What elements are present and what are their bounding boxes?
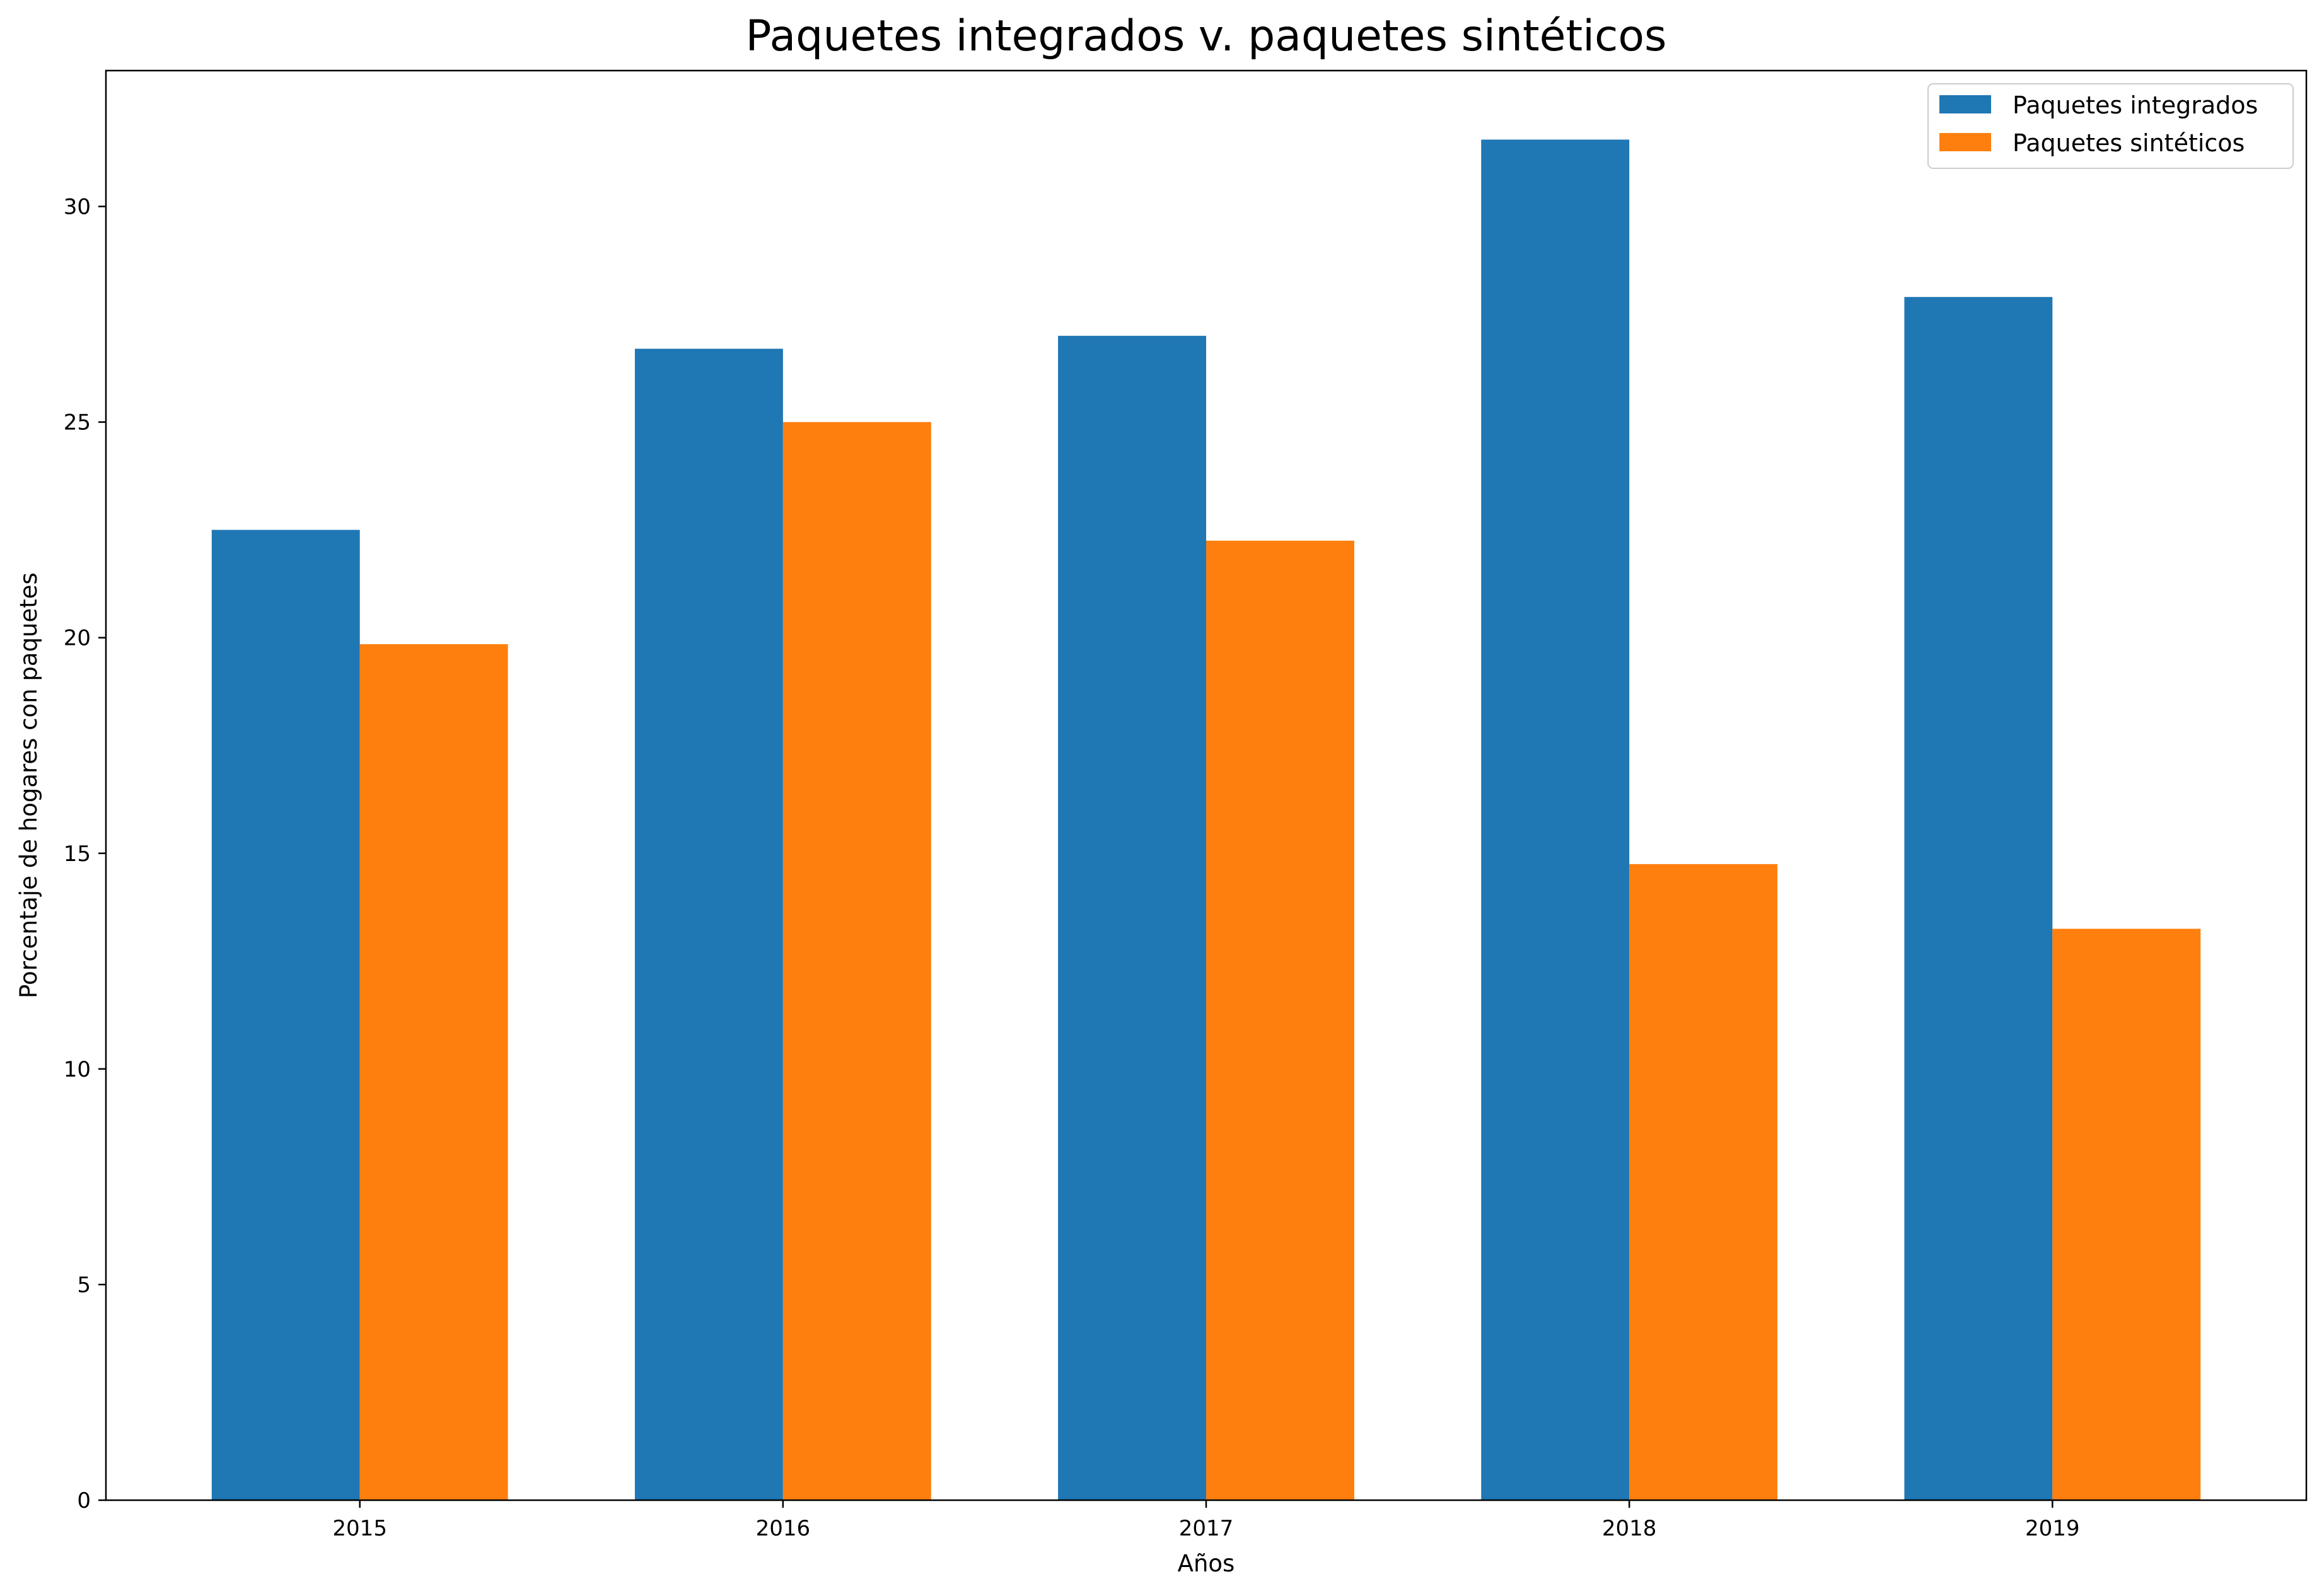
x-tick-label: 2019 [2025,1516,2080,1541]
y-tick-label: 0 [77,1488,91,1513]
bar-integrados-2019 [1904,297,2053,1500]
x-tick-label: 2018 [1602,1516,1657,1541]
bar-sinteticos-2019 [2052,928,2201,1500]
y-tick-label: 10 [64,1057,91,1082]
legend: Paquetes integrados Paquetes sintéticos [1927,83,2294,169]
bar-integrados-2016 [634,349,783,1500]
legend-swatch-sinteticos [1939,133,1991,151]
bar-integrados-2017 [1058,335,1206,1500]
y-axis: 0 5 10 15 20 25 30 [64,195,106,1513]
y-tick-label: 5 [77,1273,91,1298]
bar-integrados-2018 [1481,139,1630,1500]
legend-label-integrados: Paquetes integrados [2013,91,2258,119]
bar-integrados-2015 [211,529,360,1500]
x-axis: 2015 2016 2017 2018 2019 [332,1500,2080,1541]
y-tick-label: 15 [64,841,91,867]
bar-sinteticos-2018 [1629,864,1778,1500]
bar-sinteticos-2015 [359,644,508,1500]
y-tick-label: 25 [64,410,91,436]
y-axis-label: Porcentaje de hogares con paquetes [15,572,42,998]
x-axis-label: Años [1178,1550,1235,1577]
bars-group [211,139,2201,1500]
x-tick-label: 2015 [332,1516,387,1541]
legend-swatch-integrados [1939,95,1991,113]
x-tick-label: 2016 [756,1516,811,1541]
y-tick-label: 20 [64,626,91,651]
legend-label-sinteticos: Paquetes sintéticos [2013,129,2245,157]
bar-sinteticos-2016 [782,422,931,1500]
bar-sinteticos-2017 [1206,540,1354,1500]
x-tick-label: 2017 [1179,1516,1234,1541]
legend-frame [1927,83,2294,169]
chart-title: Paquetes integrados v. paquetes sintétic… [746,11,1667,61]
y-tick-label: 30 [64,195,91,220]
